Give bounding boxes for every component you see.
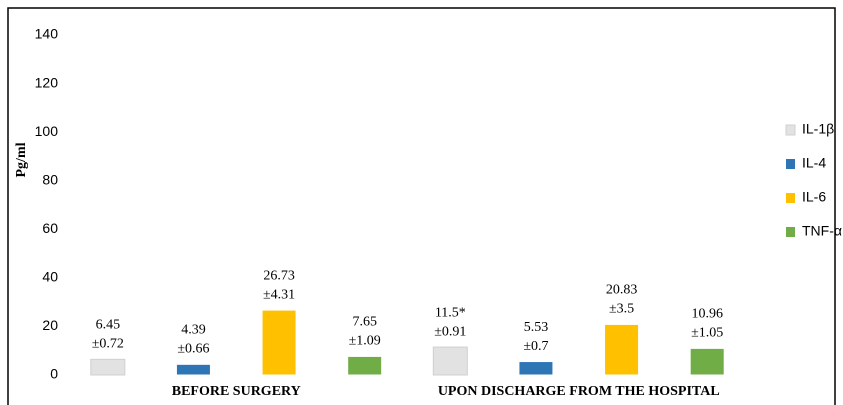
x-tick-label: UPON DISCHARGE FROM THE HOSPITAL	[438, 384, 720, 399]
error-label: ±0.91	[434, 324, 466, 339]
legend-label: IL-4	[802, 155, 826, 171]
bar	[432, 346, 468, 376]
y-tick-label: 140	[35, 26, 59, 42]
error-label: ±1.09	[349, 334, 381, 349]
y-axis-label: Pg/ml	[14, 142, 29, 177]
value-label: 7.65	[352, 315, 377, 330]
bar	[347, 355, 383, 376]
y-tick-label: 40	[42, 269, 58, 285]
bar	[689, 347, 725, 376]
error-label: ±1.05	[691, 326, 723, 341]
bar	[175, 363, 211, 376]
y-tick-label: 20	[42, 317, 58, 333]
error-label: ±3.5	[609, 302, 634, 317]
legend-label: TNF-α	[802, 223, 842, 239]
value-label: 26.73	[263, 268, 295, 283]
error-label: ±4.31	[263, 287, 295, 302]
bar	[518, 361, 554, 376]
value-label: 20.83	[606, 283, 638, 298]
y-tick-label: 80	[42, 171, 58, 187]
bar	[90, 358, 126, 376]
y-tick-label: 60	[42, 220, 58, 236]
legend-label: IL-1β	[802, 121, 834, 137]
legend-swatch	[786, 227, 795, 237]
x-tick-label: BEFORE SURGERY	[172, 384, 301, 399]
y-tick-label: 0	[50, 366, 58, 382]
error-label: ±0.72	[92, 337, 124, 352]
value-label: 6.45	[96, 318, 121, 333]
value-label: 5.53	[524, 320, 549, 335]
error-label: ±0.7	[523, 339, 548, 354]
legend-swatch	[786, 193, 795, 203]
legend-swatch	[786, 159, 795, 169]
y-tick-label: 120	[35, 74, 59, 90]
legend-swatch	[785, 124, 796, 136]
frame	[7, 7, 836, 405]
value-label: 11.5*	[435, 305, 466, 320]
legend-label: IL-6	[802, 189, 826, 205]
bar	[604, 323, 640, 376]
error-label: ±0.66	[177, 342, 209, 357]
y-tick-label: 100	[35, 123, 59, 139]
value-label: 4.39	[181, 323, 206, 338]
bar	[261, 309, 297, 376]
value-label: 10.96	[691, 307, 723, 322]
